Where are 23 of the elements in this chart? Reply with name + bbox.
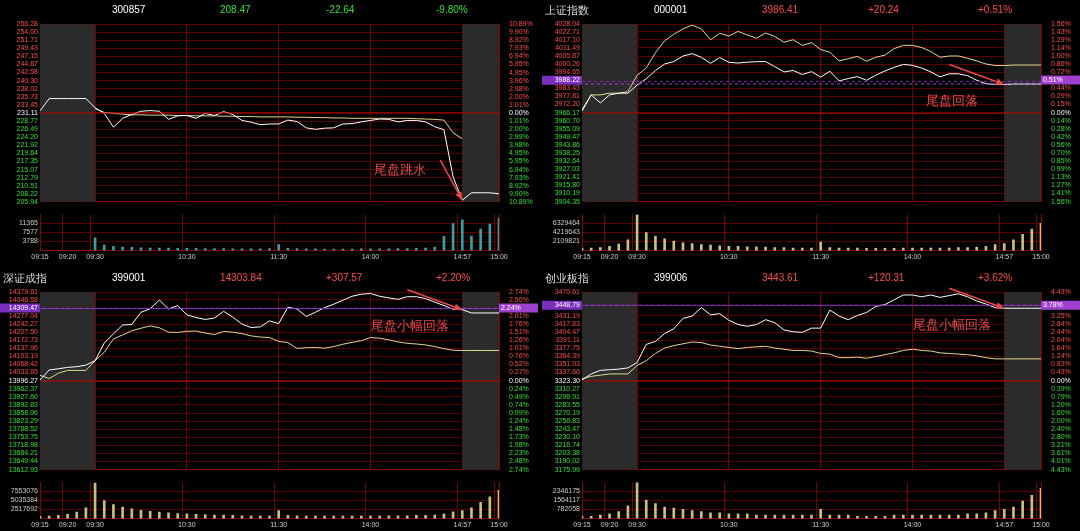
chart-title: 创业板指 — [545, 270, 589, 286]
text: 3986.41 — [762, 4, 799, 15]
text: 208.47 — [220, 4, 251, 15]
text: +2.20% — [436, 271, 471, 283]
text: +307.57 — [326, 271, 363, 283]
annotation: 尾盘小幅回落 — [913, 316, 992, 332]
text: +3.62% — [978, 271, 1013, 283]
text: +0.51% — [978, 4, 1013, 15]
text: 3443.61 — [762, 271, 799, 283]
text: -9.80% — [436, 4, 468, 15]
chart-title: 深证成指 — [3, 270, 47, 286]
annotation: 尾盘回落 — [926, 93, 979, 109]
annotation: 尾盘跳水 — [374, 161, 427, 177]
text: 14303.84 — [220, 271, 262, 283]
text: 000001 — [654, 4, 688, 15]
text: +20.24 — [868, 4, 899, 15]
annotation: 尾盘小幅回落 — [371, 317, 450, 333]
text: 399006 — [654, 271, 688, 283]
text: 399001 — [112, 271, 146, 283]
text: +120.31 — [868, 271, 905, 283]
chart-title: 上证指数 — [545, 3, 589, 18]
text: -22.64 — [326, 4, 355, 15]
text: 300857 — [112, 4, 146, 15]
